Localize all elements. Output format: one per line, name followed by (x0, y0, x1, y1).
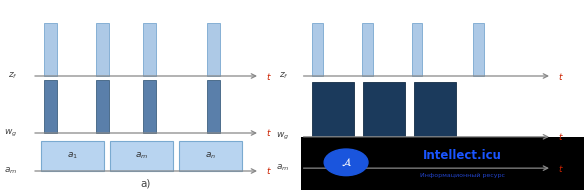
Bar (363, 153, 405, 168)
Text: $z_{f}$: $z_{f}$ (8, 71, 18, 81)
Bar (312, 153, 354, 168)
Text: $a_{m}$: $a_{m}$ (135, 150, 148, 161)
Bar (110, 141, 173, 171)
Bar (473, 23, 484, 76)
Bar (44, 80, 57, 133)
Bar (179, 141, 242, 171)
Text: $w_{g}$: $w_{g}$ (276, 131, 289, 142)
Ellipse shape (324, 149, 368, 176)
Text: $t$: $t$ (266, 165, 272, 177)
Bar (143, 80, 156, 133)
Text: $t$: $t$ (266, 70, 272, 82)
Text: $t$: $t$ (266, 127, 272, 139)
Text: $a_{n}$: $a_{n}$ (204, 150, 216, 161)
Bar (143, 23, 156, 76)
Bar (414, 153, 456, 168)
Bar (96, 80, 109, 133)
Bar (96, 23, 109, 76)
Text: $a_{m}$: $a_{m}$ (276, 163, 289, 173)
Bar (363, 82, 405, 137)
Bar (301, 137, 584, 190)
Bar (414, 82, 456, 137)
Text: Информационный ресурс: Информационный ресурс (420, 173, 505, 178)
Text: $a_{m}$: $a_{m}$ (4, 166, 18, 176)
Text: $\mathcal{A}$: $\mathcal{A}$ (340, 157, 352, 168)
Bar (41, 141, 104, 171)
Bar (207, 80, 220, 133)
Bar (412, 23, 422, 76)
Bar (312, 23, 323, 76)
Bar (44, 23, 57, 76)
Bar (362, 23, 373, 76)
Bar (207, 23, 220, 76)
Text: $t$: $t$ (558, 131, 564, 142)
Text: $a_{1}$: $a_{1}$ (67, 150, 78, 161)
Text: a): a) (141, 178, 151, 188)
Text: $w_{g}$: $w_{g}$ (4, 127, 18, 139)
Bar (312, 82, 354, 137)
Text: $t$: $t$ (558, 70, 564, 82)
Text: Intellect.icu: Intellect.icu (423, 149, 502, 162)
Text: $t$: $t$ (558, 163, 564, 174)
Text: $z_{f}$: $z_{f}$ (279, 71, 289, 81)
